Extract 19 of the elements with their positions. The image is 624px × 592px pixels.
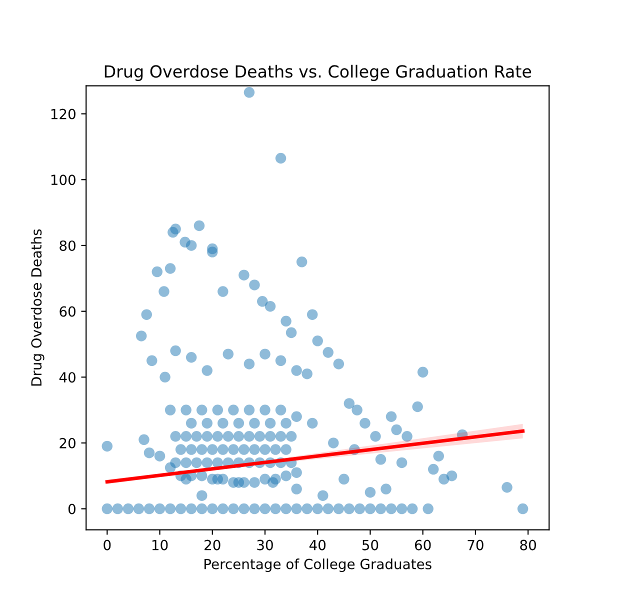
y-tick-label: 20 bbox=[60, 438, 76, 448]
x-tick-label: 10 bbox=[152, 540, 168, 550]
x-tick-label: 70 bbox=[468, 540, 484, 550]
chart-title: Drug Overdose Deaths vs. College Graduation Rate bbox=[104, 64, 532, 81]
y-axis-title: Drug Overdose Deaths bbox=[30, 229, 44, 386]
y-tick-label: 100 bbox=[51, 174, 76, 186]
x-tick-label: 40 bbox=[309, 540, 326, 550]
y-tick-label: 40 bbox=[59, 372, 76, 383]
x-tick-label: 60 bbox=[414, 540, 431, 550]
y-tick-label: 0 bbox=[68, 504, 76, 514]
y-tick-label: 120 bbox=[51, 108, 76, 120]
y-tick-label: 60 bbox=[60, 306, 76, 317]
x-tick-label: 80 bbox=[520, 540, 536, 550]
y-tick-label: 80 bbox=[60, 240, 76, 251]
x-tick-label: 20 bbox=[204, 540, 220, 550]
x-tick-label: 0 bbox=[104, 540, 111, 550]
x-axis-title: Percentage of College Graduates bbox=[204, 558, 432, 572]
x-tick-label: 30 bbox=[257, 540, 273, 550]
x-tick-label: 50 bbox=[362, 540, 378, 550]
